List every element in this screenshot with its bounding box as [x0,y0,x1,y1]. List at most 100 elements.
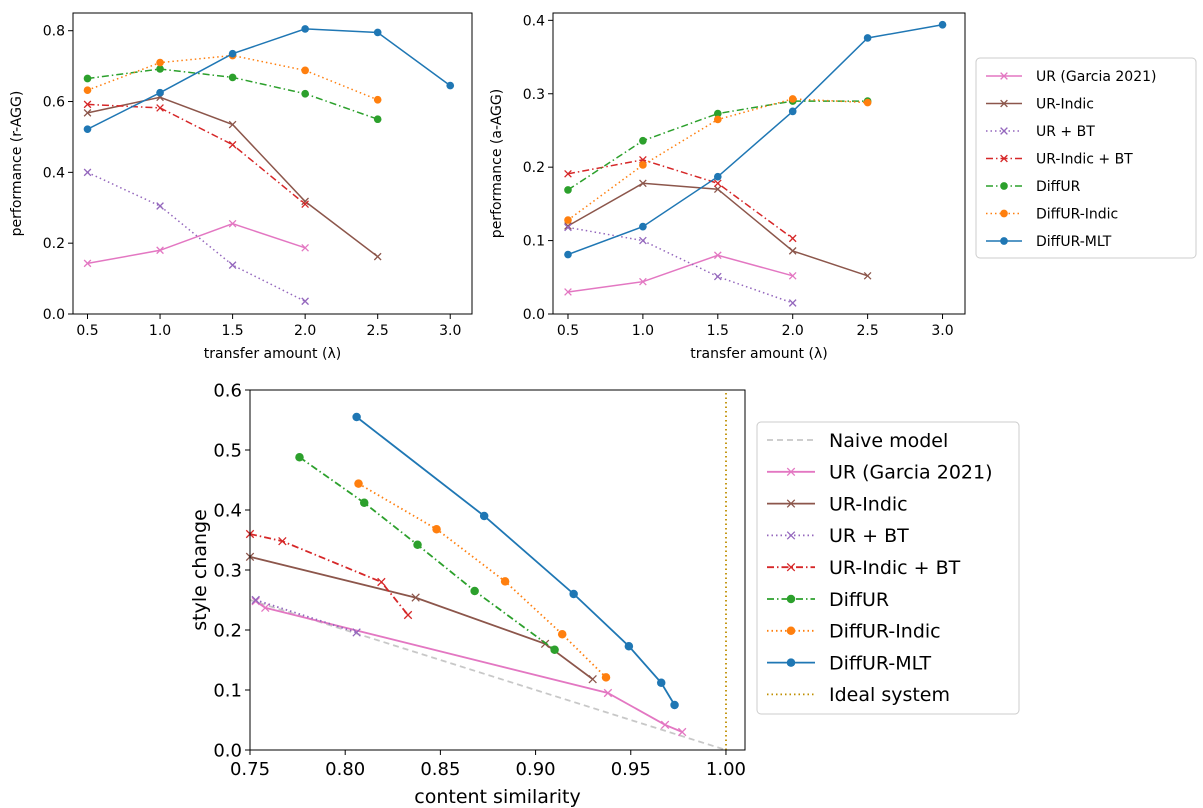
legend-marker [786,626,796,636]
y-tick-label: 0.3 [523,87,545,103]
legend-label: UR (Garcia 2021) [829,462,993,484]
data-point [352,628,361,637]
legend-marker [1000,154,1008,163]
x-tick-label: 1.0 [149,323,171,339]
series-line [87,28,451,130]
x-tick-label: 3.0 [439,323,461,339]
series-group [245,390,727,751]
legend-marker [786,594,796,604]
data-point [639,236,647,245]
legend-label: Ideal system [829,684,950,706]
data-point [788,299,797,307]
x-tick-label: 2.0 [782,323,804,339]
legend-label: DiffUR-MLT [829,652,932,674]
plot-frame [72,12,473,315]
y-tick-label: 0.0 [43,307,65,323]
data-point [228,49,237,58]
x-tick-label: 0.5 [557,323,579,339]
data-point [713,251,722,260]
data-point [564,223,572,232]
data-point [83,74,92,83]
series-line [87,171,306,302]
series-line [567,100,868,191]
legend-marker [786,499,796,508]
data-point [569,589,578,599]
legend-label: UR-Indic + BT [1036,152,1133,168]
legend: Naive model UR (Garcia 2021) UR-Indic UR + … [756,421,1020,715]
data-point [564,169,572,178]
y-axis-label: performance (r-AGG) [9,91,25,237]
series-line [567,226,793,304]
data-point [411,593,420,602]
data-point [373,115,382,124]
x-tick-label: 2.0 [294,323,316,339]
legend-label: UR + BT [829,525,909,547]
legend: UR (Garcia 2021) UR-Indic UR + BT UR-Indic … [975,57,1197,259]
data-point [359,498,369,508]
data-point [228,73,237,82]
y-tick-label: 0.1 [523,234,545,250]
y-tick-label: 0.4 [43,165,65,181]
data-point [251,595,260,605]
series-line [249,599,727,751]
legend-marker [1000,127,1008,135]
data-point [656,678,666,688]
data-point [228,261,237,269]
y-tick-label: 0.6 [43,95,65,111]
legend-label: UR-Indic [829,493,908,515]
legend-label: Naive model [829,430,948,452]
x-tick-label: 0.5 [76,323,98,339]
legend-box [975,57,1197,259]
data-point [156,65,164,73]
data-point [713,115,722,124]
data-point [83,100,92,109]
data-point [301,66,309,75]
data-point [550,645,559,655]
data-point [788,271,797,280]
data-point [156,88,164,97]
data-point [713,272,722,281]
data-point [660,720,670,730]
data-point [601,673,611,682]
data-point [301,89,309,98]
x-tick-label: 1.5 [221,323,243,339]
plot-frame [249,389,746,751]
data-point [479,511,489,521]
series-line [567,23,943,256]
data-point [639,179,647,188]
legend-marker [1000,182,1008,190]
data-point [624,641,634,651]
y-tick-label: 0.6 [213,380,242,401]
series-line [255,600,683,733]
series-line [255,599,357,634]
y-tick-label: 0.1 [213,680,242,701]
data-point [83,86,92,95]
y-axis-label: style change [189,509,211,631]
x-tick-label: 0.95 [611,759,651,780]
legend-marker [1000,209,1008,218]
plot-frame [552,12,966,315]
data-point [156,58,164,67]
x-tick-label: 0.75 [230,759,270,780]
legend-label: DiffUR [1036,179,1081,195]
legend-marker [1000,72,1008,80]
data-point [432,524,441,534]
legend-label: UR (Garcia 2021) [1036,69,1156,85]
legend-label: DiffUR [829,589,889,611]
legend-label: UR-Indic + BT [829,557,961,579]
data-point [352,412,361,422]
data-point [564,250,572,259]
legend-marker [786,658,796,667]
series-group [83,25,455,306]
series-group [564,20,947,307]
data-point [301,200,309,209]
series-line [87,103,306,205]
data-point [373,252,382,261]
data-point [156,104,164,112]
data-point [863,34,872,42]
data-point [557,629,567,639]
series-line [249,533,409,616]
x-tick-label: 0.80 [325,759,365,780]
x-tick-label: 2.5 [367,323,389,339]
